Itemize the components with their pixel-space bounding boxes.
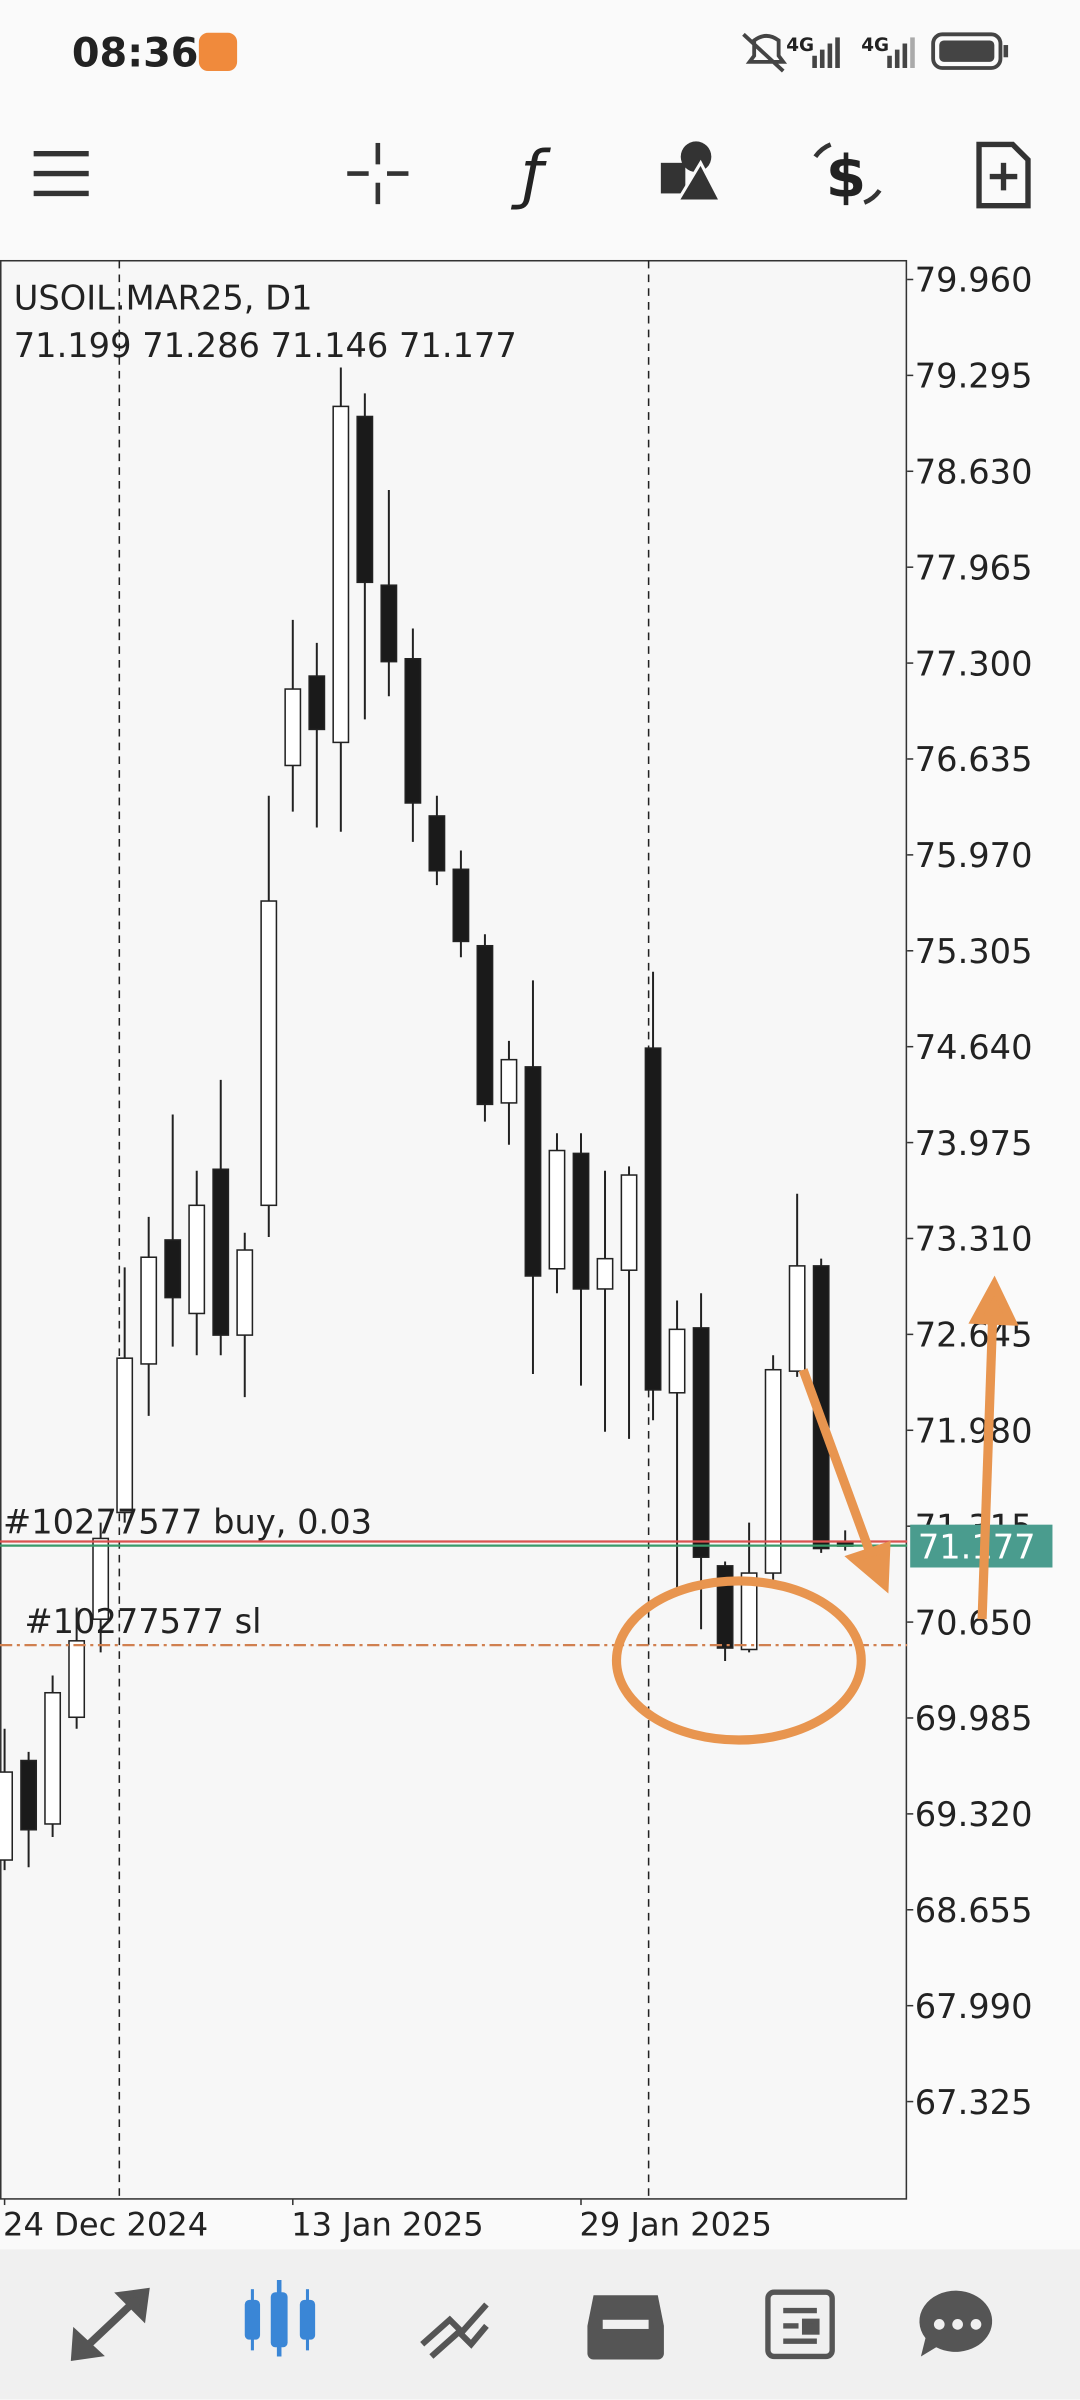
annotation-arrow bbox=[798, 1368, 891, 1594]
y-tick-label: 73.310 bbox=[915, 1220, 1033, 1259]
plot bbox=[0, 367, 854, 1871]
crosshair-button[interactable] bbox=[347, 142, 409, 205]
battery bbox=[931, 32, 1003, 70]
trade-tab[interactable] bbox=[420, 2302, 489, 2359]
trade-button[interactable]: $ bbox=[826, 142, 866, 210]
trade-button-arrows bbox=[813, 142, 882, 205]
candle-body bbox=[692, 1327, 710, 1558]
candle-body bbox=[236, 1249, 254, 1336]
x-tick-label: 29 Jan 2025 bbox=[579, 2206, 771, 2244]
candle-body bbox=[500, 1058, 518, 1104]
overlay: 79.960 79.295 78.630 77.965 77.300 76.635 75.9… bbox=[0, 261, 1053, 2244]
menu-button[interactable] bbox=[33, 150, 89, 197]
chart-tab[interactable] bbox=[244, 2280, 316, 2357]
candle-body bbox=[380, 584, 398, 663]
y-tick-label: 74.640 bbox=[915, 1028, 1033, 1067]
mute-icon bbox=[742, 32, 788, 73]
order-label: #10277577 buy, 0.03 bbox=[3, 1502, 372, 1541]
battery-level bbox=[939, 40, 995, 62]
candle-body bbox=[164, 1239, 182, 1299]
candle-body bbox=[764, 1368, 782, 1574]
y-tick-label: 67.990 bbox=[915, 1987, 1033, 2026]
ohlc-close: 71.177 bbox=[399, 326, 517, 365]
chart-area bbox=[0, 259, 908, 2200]
x-tick-label: 24 Dec 2024 bbox=[3, 2206, 208, 2244]
y-tick-label: 67.325 bbox=[915, 2083, 1033, 2122]
y-tick-label: 69.985 bbox=[915, 1699, 1033, 1738]
candle-body bbox=[476, 944, 494, 1106]
candle-body bbox=[428, 815, 446, 872]
candle-body bbox=[452, 868, 470, 943]
bottom-nav bbox=[0, 2249, 1080, 2400]
y-tick-label: 75.305 bbox=[915, 932, 1033, 971]
candle-body bbox=[644, 1047, 662, 1391]
candle-body bbox=[620, 1174, 638, 1271]
x-tick-label: 13 Jan 2025 bbox=[291, 2206, 483, 2244]
ohlc-low: 71.146 bbox=[271, 326, 389, 365]
history-tab[interactable] bbox=[587, 2295, 664, 2360]
ohlc-high: 71.286 bbox=[142, 326, 260, 365]
candle-body bbox=[188, 1204, 206, 1315]
candle-body bbox=[356, 415, 374, 584]
candle-body bbox=[0, 1771, 14, 1861]
y-tick-label: 77.965 bbox=[915, 548, 1033, 587]
candle-body bbox=[524, 1066, 542, 1277]
ohlc-readout: 71.199 71.286 71.146 71.177 bbox=[14, 326, 517, 365]
price-box-label: 71.177 bbox=[918, 1527, 1036, 1566]
y-tick-label: 76.635 bbox=[915, 740, 1033, 779]
candle-body bbox=[788, 1265, 806, 1372]
annotation-arrow bbox=[968, 1275, 1019, 1620]
app-badge bbox=[198, 32, 238, 72]
y-tick-label: 79.295 bbox=[915, 357, 1033, 396]
y-tick-label: 69.320 bbox=[915, 1795, 1033, 1834]
news-tab[interactable] bbox=[765, 2289, 835, 2360]
order-label: #10277577 sl bbox=[24, 1602, 261, 1641]
candle-body bbox=[404, 657, 422, 804]
candle-body bbox=[596, 1257, 614, 1290]
y-tick-label: 78.630 bbox=[915, 453, 1033, 492]
candle-body bbox=[212, 1168, 230, 1336]
candle-body bbox=[284, 688, 302, 767]
y-tick-label: 68.655 bbox=[915, 1891, 1033, 1930]
y-tick-label: 75.970 bbox=[915, 836, 1033, 875]
candle-body bbox=[92, 1537, 110, 1620]
candle-body bbox=[260, 900, 278, 1207]
annotation-ellipse bbox=[611, 1576, 866, 1745]
ohlc-open: 71.199 bbox=[14, 326, 132, 365]
candle-body bbox=[332, 405, 350, 744]
objects-button[interactable] bbox=[660, 141, 724, 203]
y-tick-label: 71.980 bbox=[915, 1412, 1033, 1451]
candle-body bbox=[116, 1357, 134, 1514]
candle-body bbox=[668, 1328, 686, 1394]
candle-body bbox=[140, 1256, 158, 1365]
new-order-button[interactable] bbox=[976, 141, 1031, 209]
chat-tab[interactable] bbox=[919, 2290, 993, 2357]
y-tick-label: 79.960 bbox=[915, 261, 1033, 300]
candle-body bbox=[308, 675, 326, 731]
candle-body bbox=[68, 1640, 86, 1719]
y-tick-label: 73.975 bbox=[915, 1124, 1033, 1163]
network: 4G bbox=[786, 35, 814, 56]
candle-body bbox=[716, 1565, 734, 1649]
candle-body bbox=[572, 1152, 590, 1290]
chart-title: USOIL.MAR25, D1 bbox=[14, 279, 313, 318]
signal bbox=[812, 37, 915, 68]
candle-body bbox=[548, 1149, 566, 1270]
candle-body bbox=[44, 1691, 62, 1825]
clock: 08:36 bbox=[72, 30, 199, 76]
quotes-tab[interactable] bbox=[70, 2287, 150, 2361]
y-tick-label: 70.650 bbox=[915, 1603, 1033, 1642]
candle-body bbox=[20, 1759, 38, 1831]
network: 4G bbox=[861, 35, 889, 56]
candle-body bbox=[740, 1572, 758, 1651]
battery-tip bbox=[1003, 45, 1009, 58]
y-tick-label: 77.300 bbox=[915, 644, 1033, 683]
